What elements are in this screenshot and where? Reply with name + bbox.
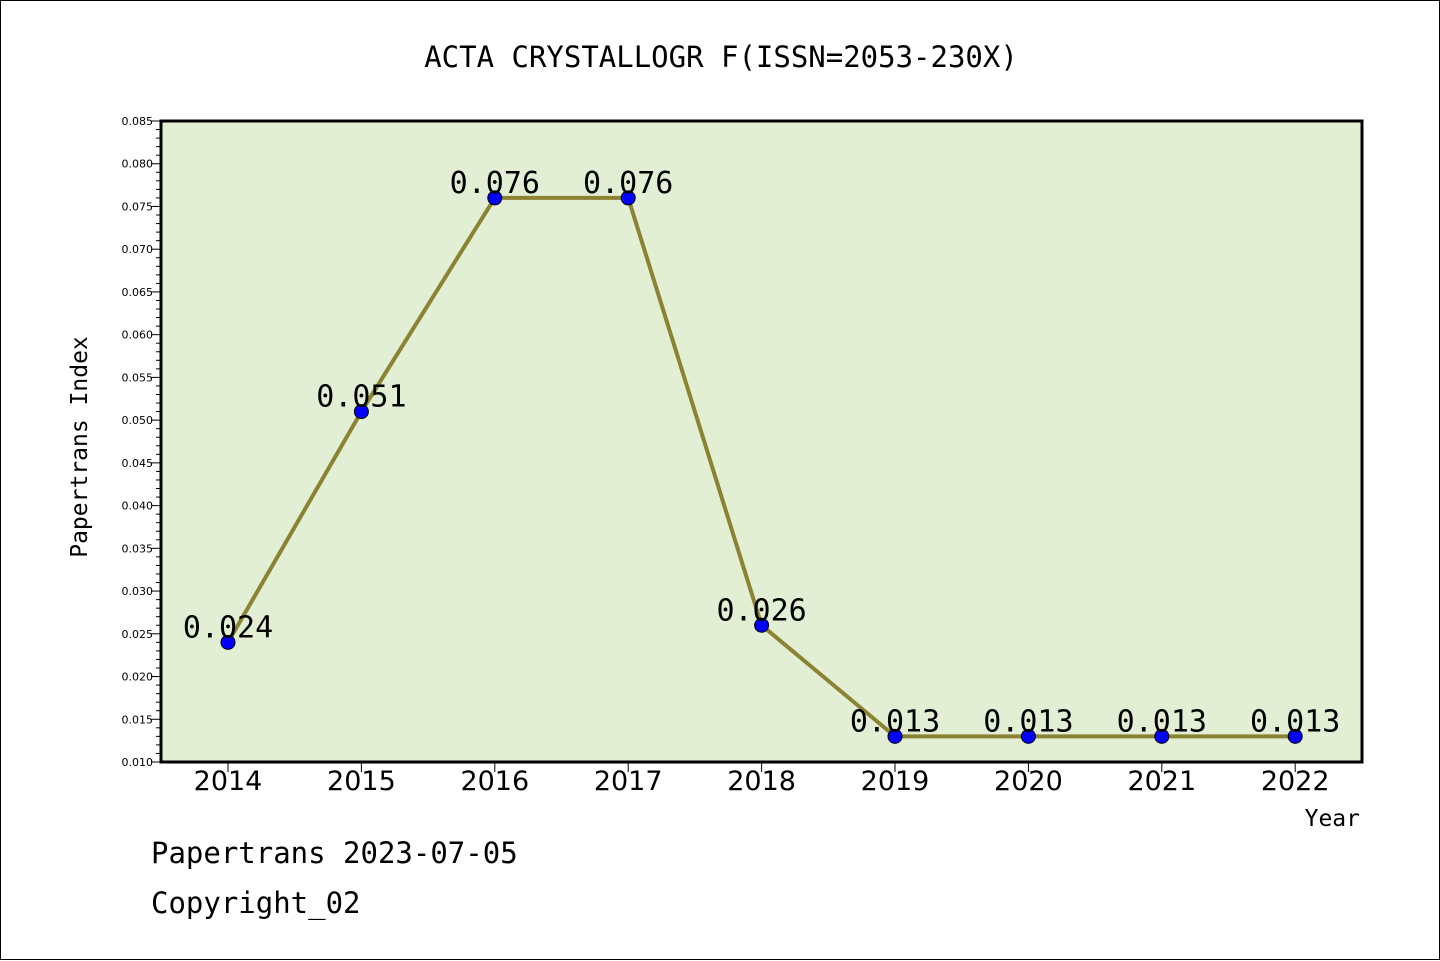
x-tick-label: 2019 [861,766,930,797]
footer-copyright-text: Copyright_02 [151,886,361,920]
y-tick-label: 0.075 [122,200,154,213]
x-tick-label: 2020 [994,766,1063,797]
data-labels: 0.024 0.051 0.076 0.076 0.026 0.013 0.013 0.013… [183,166,1341,739]
y-tick-label: 0.015 [122,713,154,726]
chart-title: ACTA CRYSTALLOGR F(ISSN=2053-230X) [424,40,1018,74]
y-axis-label: Papertrans Index [67,336,93,558]
y-tick-label: 0.065 [122,286,154,299]
data-label: 0.013 [1117,704,1207,739]
y-tick-label: 0.060 [122,329,154,342]
y-tick-label: 0.025 [122,628,154,641]
data-point [1020,728,1036,744]
data-label: 0.024 [183,610,273,645]
y-tick-label: 0.040 [122,500,154,513]
data-point [620,190,636,206]
y-tick-label: 0.080 [122,158,154,171]
series-group [220,190,1303,744]
data-point [754,617,770,633]
x-tick-label: 2022 [1261,766,1330,797]
data-point [1154,728,1170,744]
x-axis: 2014 2015 2016 2017 2018 2019 2020 2021 2022 [194,762,1330,797]
plot-area [159,119,1364,764]
data-point [353,404,369,420]
data-label: 0.051 [316,380,406,415]
footer-date-text: Papertrans 2023-07-05 [151,836,518,870]
y-tick-label: 0.045 [122,457,154,470]
x-tick-label: 2021 [1127,766,1196,797]
x-tick-label: 2018 [727,766,796,797]
data-label: 0.013 [983,704,1073,739]
x-tick-label: 2014 [194,766,263,797]
x-axis-label: Year [1305,806,1360,832]
y-axis: 0.010 0.015 0.020 0.025 0.030 0.035 0.040 0.045… [122,115,161,769]
x-tick-label: 2016 [460,766,529,797]
data-point [1287,728,1303,744]
x-tick-label: 2015 [327,766,396,797]
data-label: 0.013 [850,704,940,739]
y-tick-label: 0.085 [122,115,154,128]
x-tick-label: 2017 [594,766,663,797]
data-label: 0.026 [716,593,806,628]
y-tick-label: 0.010 [122,756,154,769]
y-tick-label: 0.050 [122,414,154,427]
data-label: 0.076 [450,166,540,201]
data-label: 0.076 [583,166,673,201]
y-tick-label: 0.055 [122,371,154,384]
data-label: 0.013 [1250,704,1340,739]
y-tick-label: 0.035 [122,542,154,555]
y-tick-label: 0.020 [122,671,154,684]
y-tick-label: 0.070 [122,243,154,256]
data-point [887,728,903,744]
y-tick-label: 0.030 [122,585,154,598]
data-point [220,634,236,650]
data-point [487,190,503,206]
